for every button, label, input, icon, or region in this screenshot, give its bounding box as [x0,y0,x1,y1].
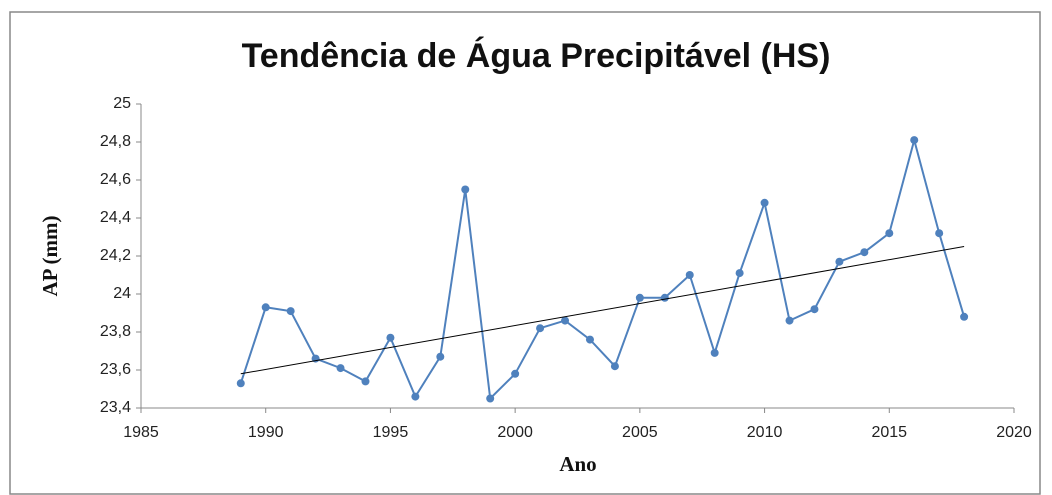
x-tick-label: 2015 [871,424,907,441]
point [261,303,270,312]
point [810,305,819,314]
point [635,293,644,302]
series-line [239,136,966,401]
point [386,333,395,342]
point [885,229,894,238]
point [610,362,619,371]
point [286,307,295,316]
point [511,369,520,378]
chart-title: Tendência de Água Precipitável (HS) [242,37,831,75]
point [760,198,769,207]
x-tick-label: 2005 [622,424,658,441]
chart-frame [9,11,1041,495]
point [236,379,245,388]
x-axis-label: Ano [559,452,596,476]
x-tick-label: 2020 [996,424,1032,441]
point [461,185,470,194]
point [660,293,669,302]
x-tick-label: 2000 [497,424,533,441]
y-tick-label: 24,2 [100,247,131,264]
y-tick-label: 23,8 [100,323,131,340]
point [935,229,944,238]
point [860,248,869,257]
point [486,394,495,403]
point [585,335,594,344]
x-tick-label: 1985 [123,424,159,441]
point [336,364,345,373]
point [835,257,844,266]
point [411,392,420,401]
x-tick-label: 1990 [248,424,284,441]
y-tick-label: 23,6 [100,361,131,378]
point [536,324,545,333]
point [361,377,370,386]
y-tick-label: 24,4 [100,209,131,226]
y-tick-label: 24,6 [100,171,131,188]
trend-line [240,246,965,375]
point [960,312,969,321]
point [710,348,719,357]
point [685,271,694,279]
point [910,136,919,145]
y-axis-label: AP (mm) [38,215,62,296]
y-tick-label: 24 [113,285,131,302]
x-tick-label: 1995 [373,424,409,441]
y-tick-label: 24,8 [100,133,131,150]
point [436,352,445,361]
y-tick-label: 25 [113,95,131,112]
y-tick-label: 23,4 [100,399,131,416]
point [561,316,570,325]
x-tick-label: 2010 [747,424,783,441]
point [735,269,744,278]
point [785,316,794,325]
